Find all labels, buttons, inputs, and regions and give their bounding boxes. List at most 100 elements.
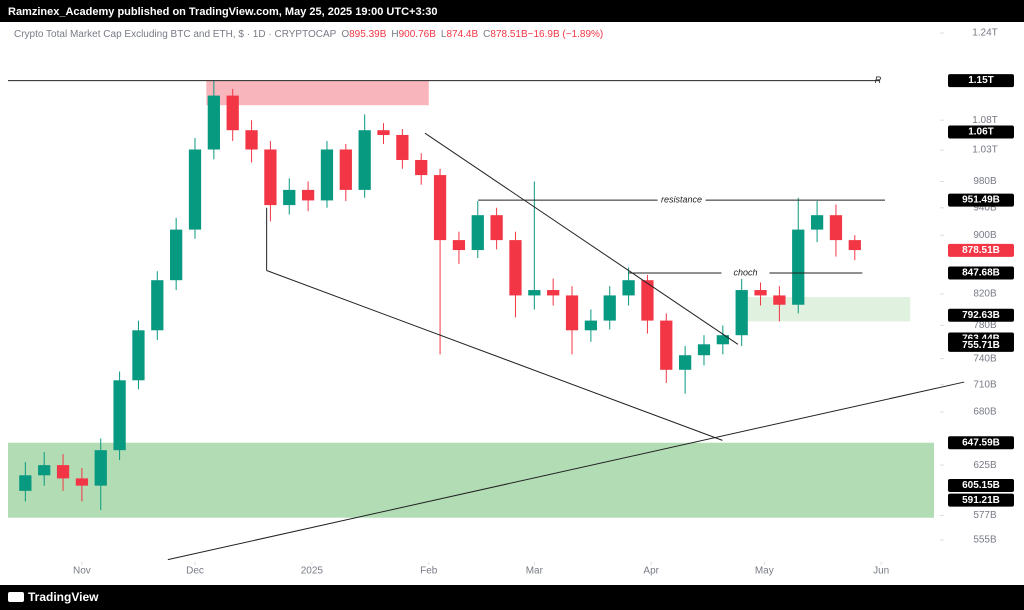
candle-body bbox=[471, 215, 484, 251]
candle-body bbox=[415, 159, 428, 176]
x-tick-label: Nov bbox=[73, 566, 91, 577]
candle-body bbox=[301, 189, 315, 201]
candle-body bbox=[697, 344, 711, 356]
y-tick-label: 710B bbox=[973, 379, 997, 390]
x-tick-label: May bbox=[755, 566, 774, 577]
price-label-box bbox=[948, 436, 1014, 450]
candle-body bbox=[452, 240, 466, 251]
price-label: 755.71B bbox=[962, 340, 1000, 351]
line-label-bg bbox=[721, 266, 770, 279]
candle-body bbox=[56, 465, 70, 479]
candle-body bbox=[528, 290, 541, 296]
legend-value: 874.4B bbox=[446, 29, 478, 40]
zone bbox=[743, 296, 911, 322]
y-tick-label: 900B bbox=[973, 230, 997, 241]
candle-body bbox=[132, 330, 145, 381]
candle-body bbox=[245, 130, 258, 150]
legend-key: C bbox=[483, 29, 490, 40]
price-label: 847.68B bbox=[962, 268, 1000, 279]
candle-body bbox=[509, 240, 522, 296]
y-tick-label: 1.08T bbox=[972, 115, 998, 126]
price-label: 792.63B bbox=[962, 310, 1000, 321]
candle-body bbox=[754, 290, 767, 296]
candle-body bbox=[622, 280, 635, 296]
brand: TradingView bbox=[28, 590, 99, 604]
candle-body bbox=[848, 240, 861, 251]
y-tick-label: 577B bbox=[973, 510, 997, 521]
candle-body bbox=[38, 465, 51, 476]
price-label: 1.15T bbox=[968, 75, 994, 86]
legend-key: O bbox=[341, 29, 349, 40]
candle-body bbox=[113, 380, 126, 451]
candle-body bbox=[565, 295, 579, 331]
price-label: 605.15B bbox=[962, 480, 1000, 491]
candle-body bbox=[264, 149, 277, 206]
candle-body bbox=[339, 149, 352, 190]
legend-key: L bbox=[441, 29, 447, 40]
y-tick-label: 980B bbox=[973, 176, 997, 187]
candle-body bbox=[207, 95, 220, 150]
candle-body bbox=[283, 189, 296, 206]
price-label-box bbox=[948, 308, 1014, 322]
price-label: 591.21B bbox=[962, 495, 1000, 506]
y-tick-label: 680B bbox=[973, 407, 997, 418]
price-label: 878.51B bbox=[962, 245, 1000, 256]
y-tick-label: 820B bbox=[973, 289, 997, 300]
price-label: 647.59B bbox=[962, 437, 1000, 448]
zone bbox=[8, 442, 934, 518]
publisher: Ramzinex_Academy published on TradingVie… bbox=[8, 6, 437, 18]
y-tick-label: 1.03T bbox=[972, 145, 998, 156]
trend-line bbox=[266, 270, 723, 441]
y-tick-label: 1.24T bbox=[972, 28, 998, 39]
candle-body bbox=[94, 450, 107, 486]
x-tick-label: Feb bbox=[420, 566, 438, 577]
logo: TradingView bbox=[8, 590, 99, 604]
price-label-box bbox=[948, 266, 1014, 280]
zone bbox=[206, 80, 429, 106]
price-label-box bbox=[948, 125, 1014, 139]
y-tick-label: 625B bbox=[973, 460, 997, 471]
price-label: 951.49B bbox=[962, 195, 1000, 206]
candle-body bbox=[792, 229, 805, 305]
legend-value: 895.39B bbox=[349, 29, 387, 40]
legend: Crypto Total Market Cap Excluding BTC an… bbox=[14, 29, 603, 40]
x-tick-label: Mar bbox=[526, 566, 544, 577]
candle-body bbox=[433, 175, 447, 241]
trend-line bbox=[167, 381, 965, 561]
candle-body bbox=[377, 130, 390, 135]
line-label: R bbox=[875, 75, 882, 85]
line-label: choch bbox=[733, 267, 757, 277]
line-label-bg bbox=[657, 194, 706, 207]
candle-body bbox=[75, 478, 89, 486]
candle-body bbox=[716, 335, 729, 345]
candle-body bbox=[679, 355, 692, 370]
price-label-box bbox=[948, 243, 1014, 257]
candle-body bbox=[660, 320, 673, 370]
x-tick-label: Apr bbox=[643, 566, 659, 577]
candle-body bbox=[490, 215, 503, 241]
footer-bar bbox=[0, 585, 1024, 610]
candle-body bbox=[773, 295, 786, 305]
candle-body bbox=[810, 215, 824, 230]
price-label-box bbox=[948, 493, 1014, 507]
price-label-box bbox=[948, 74, 1014, 88]
candle-body bbox=[170, 229, 183, 281]
candle-body bbox=[320, 149, 334, 201]
candle-body bbox=[151, 280, 164, 331]
line-label: resistance bbox=[661, 194, 702, 204]
candle-body bbox=[358, 130, 371, 190]
header-bar bbox=[0, 0, 1024, 22]
y-tick-label: 940B bbox=[973, 202, 997, 213]
y-tick-label: 740B bbox=[973, 353, 997, 364]
price-label: 1.06T bbox=[968, 127, 994, 138]
candle-body bbox=[735, 290, 748, 336]
candle-body bbox=[188, 149, 202, 230]
candle-body bbox=[396, 134, 409, 160]
legend-value: 878.51B bbox=[490, 29, 528, 40]
x-tick-label: Jun bbox=[873, 566, 889, 577]
price-label-box bbox=[948, 338, 1014, 352]
logo-mark bbox=[8, 592, 24, 602]
y-tick-label: 780B bbox=[973, 320, 997, 331]
legend-title: Crypto Total Market Cap Excluding BTC an… bbox=[14, 29, 337, 40]
